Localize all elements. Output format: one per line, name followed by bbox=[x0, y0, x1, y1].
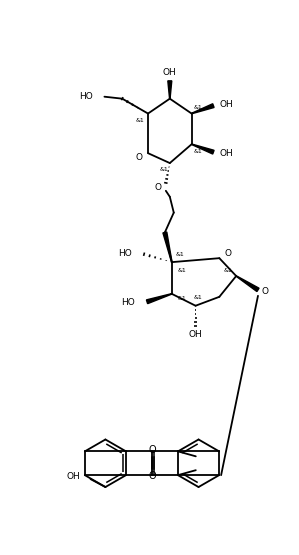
Text: &1: &1 bbox=[193, 295, 202, 300]
Text: O: O bbox=[261, 287, 269, 296]
Polygon shape bbox=[236, 276, 259, 291]
Polygon shape bbox=[168, 81, 172, 99]
Text: &1: &1 bbox=[175, 252, 184, 257]
Text: &1: &1 bbox=[136, 118, 144, 123]
Text: &1: &1 bbox=[193, 149, 202, 154]
Text: HO: HO bbox=[121, 298, 135, 307]
Text: &1: &1 bbox=[159, 166, 168, 171]
Polygon shape bbox=[147, 294, 172, 304]
Text: OH: OH bbox=[67, 472, 81, 481]
Text: O: O bbox=[136, 153, 143, 162]
Text: O: O bbox=[225, 249, 232, 258]
Text: OH: OH bbox=[219, 100, 233, 109]
Text: OH: OH bbox=[163, 68, 177, 77]
Polygon shape bbox=[192, 144, 214, 154]
Text: OH: OH bbox=[189, 330, 202, 339]
Polygon shape bbox=[192, 104, 214, 114]
Polygon shape bbox=[163, 232, 172, 262]
Text: &1: &1 bbox=[177, 296, 186, 301]
Text: O: O bbox=[148, 471, 156, 481]
Text: HO: HO bbox=[79, 92, 92, 101]
Text: OH: OH bbox=[219, 149, 233, 158]
Text: &1: &1 bbox=[193, 105, 202, 110]
Text: O: O bbox=[154, 183, 161, 193]
Text: &1: &1 bbox=[224, 268, 233, 273]
Text: O: O bbox=[148, 445, 156, 456]
Text: HO: HO bbox=[118, 249, 132, 258]
Text: &1: &1 bbox=[177, 268, 186, 273]
